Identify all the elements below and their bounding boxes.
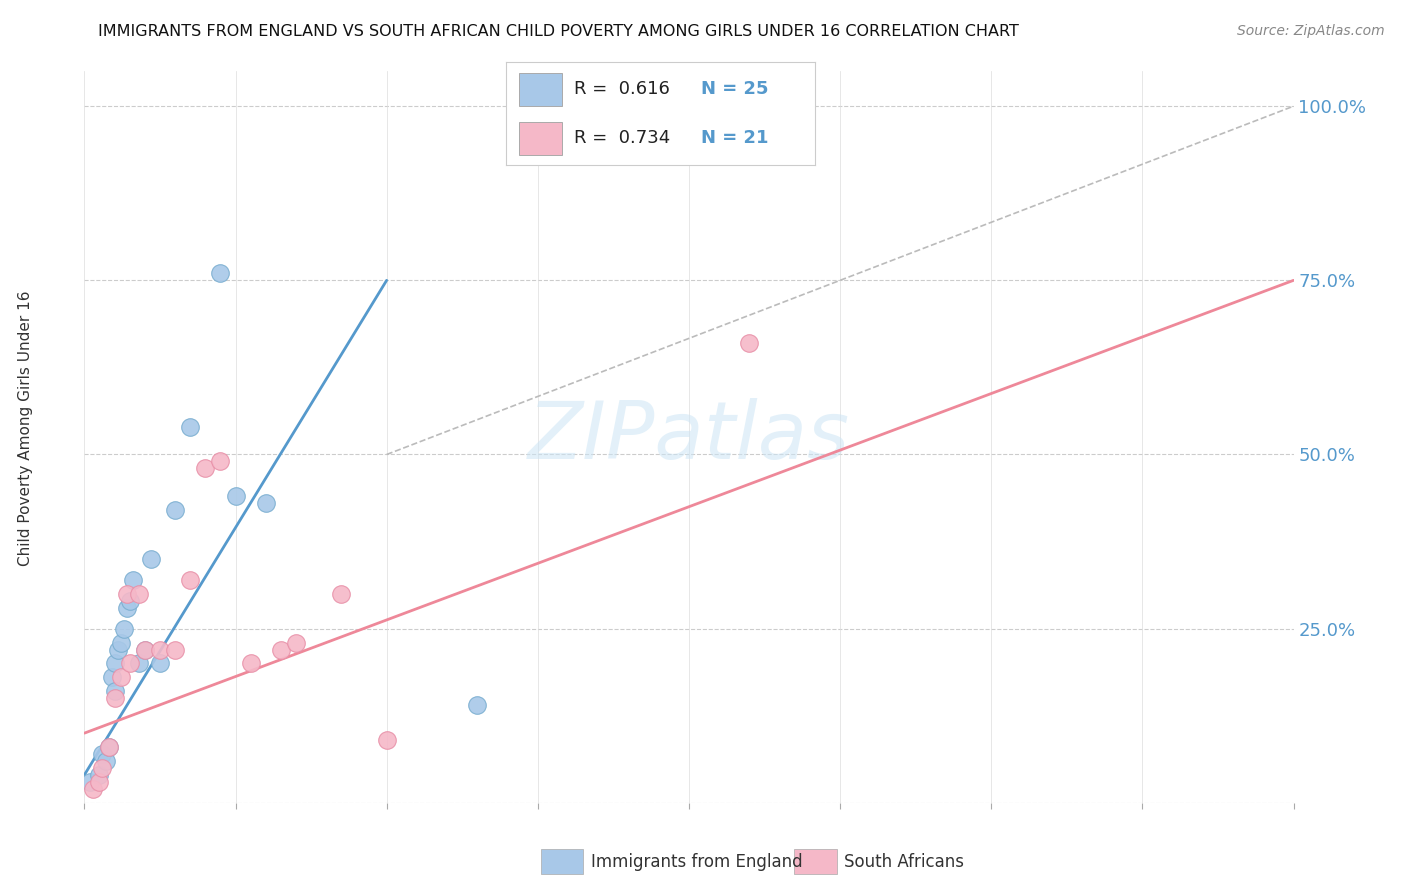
Point — [104, 691, 127, 706]
Point — [270, 642, 292, 657]
Point — [134, 642, 156, 657]
Point — [91, 761, 114, 775]
Point — [209, 454, 232, 468]
Point — [239, 657, 262, 671]
Point — [134, 642, 156, 657]
Text: Source: ZipAtlas.com: Source: ZipAtlas.com — [1237, 24, 1385, 38]
Point — [118, 657, 141, 671]
FancyBboxPatch shape — [519, 73, 562, 105]
Point — [330, 587, 353, 601]
Text: R =  0.616: R = 0.616 — [574, 79, 671, 97]
Text: N = 25: N = 25 — [702, 79, 769, 97]
Point — [179, 419, 201, 434]
Point — [149, 642, 172, 657]
Point — [285, 635, 308, 649]
Text: Child Poverty Among Girls Under 16: Child Poverty Among Girls Under 16 — [18, 291, 32, 566]
Point — [179, 573, 201, 587]
Text: South Africans: South Africans — [844, 853, 963, 871]
Point — [100, 670, 122, 684]
Point — [467, 698, 489, 713]
Point — [149, 657, 172, 671]
Point — [107, 642, 129, 657]
Point — [115, 600, 138, 615]
Text: IMMIGRANTS FROM ENGLAND VS SOUTH AFRICAN CHILD POVERTY AMONG GIRLS UNDER 16 CORR: IMMIGRANTS FROM ENGLAND VS SOUTH AFRICAN… — [98, 24, 1019, 38]
Point — [104, 684, 127, 698]
Text: ZIPatlas: ZIPatlas — [527, 398, 851, 476]
Point — [128, 587, 150, 601]
Point — [91, 747, 114, 761]
Point — [79, 775, 101, 789]
Point — [225, 489, 247, 503]
Point — [165, 642, 187, 657]
Point — [104, 657, 127, 671]
Point — [112, 622, 135, 636]
Point — [97, 740, 120, 755]
Point — [375, 733, 398, 747]
Point — [82, 781, 104, 796]
Point — [94, 754, 117, 768]
Point — [118, 594, 141, 608]
FancyBboxPatch shape — [519, 122, 562, 155]
Text: R =  0.734: R = 0.734 — [574, 128, 671, 147]
Point — [110, 635, 132, 649]
Point — [89, 775, 111, 789]
Text: N = 21: N = 21 — [702, 128, 769, 147]
Point — [115, 587, 138, 601]
Text: Immigrants from England: Immigrants from England — [591, 853, 803, 871]
Point — [194, 461, 217, 475]
Point — [738, 336, 761, 351]
Point — [254, 496, 277, 510]
Point — [165, 503, 187, 517]
Point — [738, 99, 761, 113]
Point — [89, 768, 111, 782]
Point — [97, 740, 120, 755]
Point — [139, 552, 162, 566]
Point — [121, 573, 143, 587]
Point — [110, 670, 132, 684]
Point — [128, 657, 150, 671]
Point — [209, 266, 232, 280]
